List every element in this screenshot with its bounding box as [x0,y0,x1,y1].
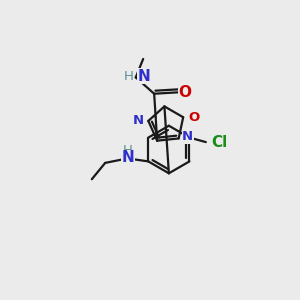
Text: O: O [188,111,200,124]
Text: H: H [123,144,133,157]
Text: N: N [132,114,144,128]
Text: N: N [138,69,151,84]
Text: H: H [124,70,134,83]
Text: Cl: Cl [211,135,227,150]
Text: N: N [182,130,194,143]
Text: O: O [178,85,191,100]
Text: N: N [122,150,134,165]
